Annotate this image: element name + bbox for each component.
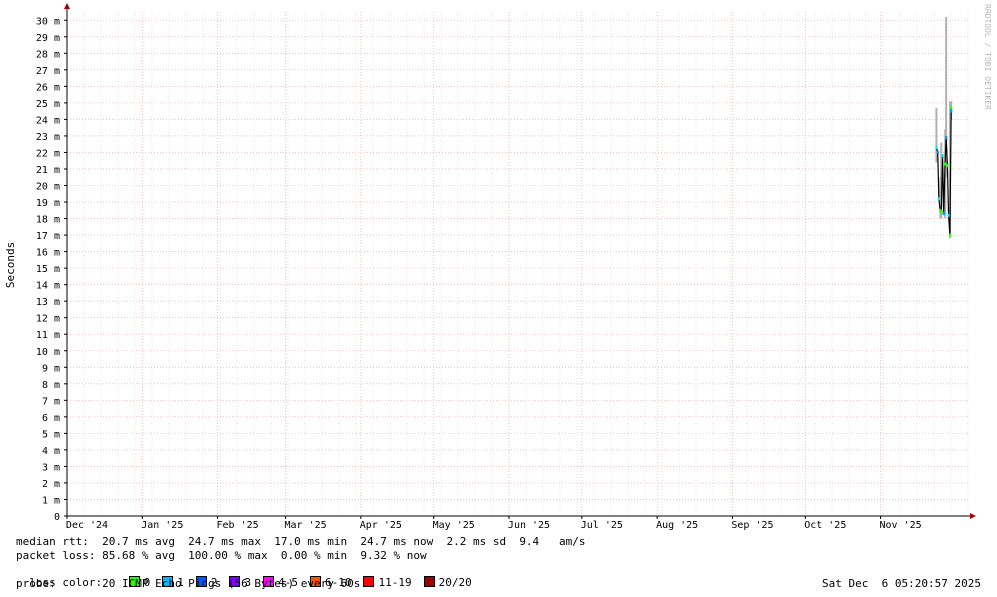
timestamp: Sat Dec 6 05:20:57 2025 [822,577,981,590]
y-tick-label: 15 m [36,264,60,275]
y-tick-label: 26 m [36,82,60,93]
loss-swatch [263,576,275,587]
loss-swatch [423,576,435,587]
loss-legend-label: 2 [210,576,218,589]
y-tick-label: 2 m [42,479,60,490]
y-tick-label: 6 m [42,413,60,424]
watermark: RRDTOOL / TOBI OETIKER [983,4,992,110]
data-series [935,16,953,239]
median-rtt-line [935,107,952,236]
x-tick-label: Jul '25 [581,520,623,531]
axes: 0 1 m 2 m 3 m 4 m 5 m 6 m 7 m 8 m 9 m 10 m 11 m 12 m… [36,3,976,531]
median-point [947,213,950,217]
y-tick-label: 5 m [42,429,60,440]
y-tick-label: 30 m [36,16,60,27]
median-point [950,109,953,113]
y-tick-label: 29 m [36,33,60,44]
loss-legend-item: 1 [162,576,184,589]
median-rtt-line: median rtt: 20.7 ms avg 24.7 ms max 17.0… [16,535,586,548]
loss-legend-label: 11-19 [378,576,412,589]
loss-legend-label: 0 [143,576,151,589]
x-axis-arrow [970,513,976,519]
y-tick-label: 13 m [36,297,60,308]
loss-swatch [162,576,174,587]
loss-swatch [363,576,375,587]
x-tick-label: Apr '25 [360,520,402,531]
loss-legend-item: 4-5 [263,576,298,589]
loss-legend-item: 3 [229,576,251,589]
y-tick-label: 28 m [36,49,60,60]
loss-color-label: loss color: [29,576,103,589]
median-point [937,197,941,201]
y-tick-label: 20 m [36,182,60,193]
median-point [945,136,948,140]
x-tick-label: Sep '25 [731,520,773,531]
y-tick-label: 4 m [42,446,60,457]
median-point [950,106,953,110]
y-tick-label: 9 m [42,363,60,374]
loss-legend-label: 20/20 [438,576,472,589]
median-point [940,210,943,214]
median-point [939,208,942,212]
loss-legend-item: 11-19 [363,576,412,589]
loss-legend-label: 4-5 [278,576,298,589]
median-point [948,233,952,237]
x-tick-label: Jun '25 [508,520,550,531]
y-tick-label: 0 [54,512,60,523]
grid [66,12,969,517]
y-tick-label: 27 m [36,66,60,77]
loss-swatch [128,576,140,587]
y-tick-label: 1 m [42,495,60,506]
loss-swatch [195,576,207,587]
y-tick-label: 22 m [36,148,60,159]
y-tick-label: 7 m [42,396,60,407]
x-tick-label: May '25 [433,520,475,531]
y-tick-label: 3 m [42,462,60,473]
y-tick-label: 8 m [42,380,60,391]
loss-legend-items: 0 1 2 3 4-5 6-10 11-19 20/20 [128,576,484,589]
loss-swatch [309,576,321,587]
y-tick-label: 23 m [36,132,60,143]
y-tick-label: 14 m [36,281,60,292]
y-tick-label: 17 m [36,231,60,242]
x-tick-label: Nov '25 [879,520,921,531]
probe-line: probe: 20 ICMP Echo Pings (56 Bytes) eve… [16,577,361,590]
x-tick-label: Oct '25 [804,520,846,531]
y-axis-arrow [64,3,70,9]
loss-legend-item: 0 [128,576,151,589]
y-tick-label: 24 m [36,115,60,126]
median-point [942,212,945,216]
loss-legend-label: 6-10 [324,576,352,589]
loss-legend-item: 6-10 [309,576,352,589]
x-tick-label: Jan '25 [141,520,183,531]
y-tick-label: 16 m [36,248,60,259]
y-tick-label: 25 m [36,99,60,110]
x-tick-label: Aug '25 [656,520,698,531]
median-point [941,154,944,158]
y-tick-label: 18 m [36,215,60,226]
loss-legend-label: 1 [177,576,184,589]
loss-swatch [229,576,241,587]
loss-legend-item: 20/20 [423,576,472,589]
y-axis-label: Seconds [4,242,17,288]
x-tick-label: Feb '25 [216,520,258,531]
y-tick-label: 12 m [36,314,60,325]
y-tick-label: 11 m [36,330,60,341]
y-tick-label: 10 m [36,347,60,358]
loss-color-legend: loss color: 0 1 2 3 4-5 6-10 11-19 20/20 [16,563,484,589]
y-tick-label: 19 m [36,198,60,209]
median-point [936,150,939,154]
median-point [935,146,938,150]
loss-legend-label: 3 [244,576,252,589]
x-tick-label: Dec '24 [66,520,108,531]
median-point [946,164,949,168]
packet-loss-line: packet loss: 85.68 % avg 100.00 % max 0.… [16,549,427,562]
median-point [944,162,947,166]
x-tick-label: Mar '25 [284,520,326,531]
y-tick-label: 21 m [36,165,60,176]
loss-legend-item: 2 [195,576,218,589]
